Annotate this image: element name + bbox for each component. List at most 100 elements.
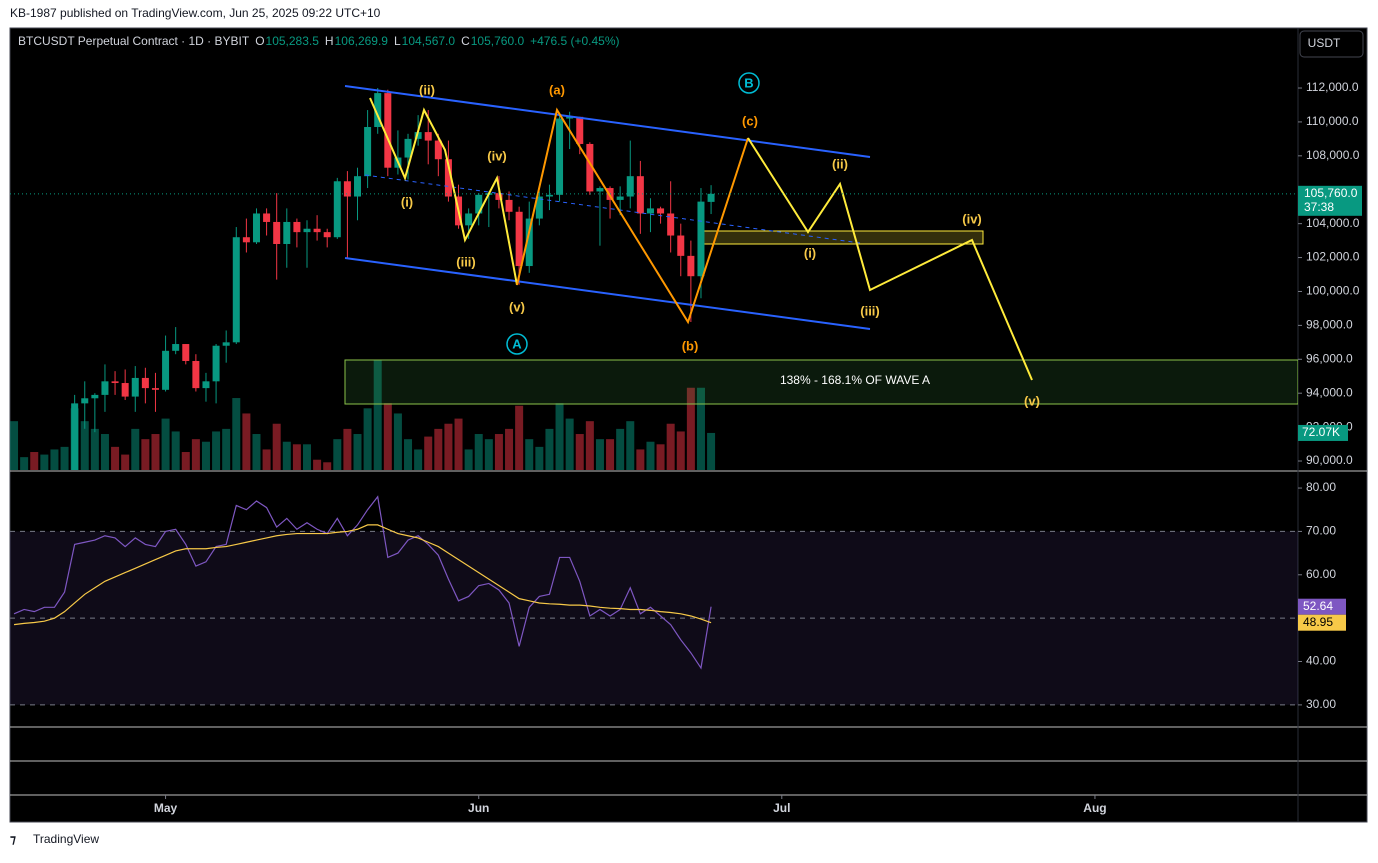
candle-body	[222, 342, 230, 346]
candle-body	[121, 383, 129, 397]
wave-label: (iv)	[962, 211, 982, 226]
legend: BTCUSDT Perpetual Contract · 1D · BYBIT …	[18, 34, 620, 48]
volume-bar	[171, 431, 180, 470]
wave-path	[516, 107, 749, 325]
volume-bar	[100, 434, 109, 470]
volume-bar	[90, 428, 99, 470]
price-tick-label: 110,000.0	[1306, 114, 1359, 128]
volume-bar	[111, 446, 120, 470]
volume-bar	[222, 428, 231, 470]
volume-bar	[404, 439, 413, 470]
candle-body	[162, 350, 170, 390]
volume-bar	[646, 441, 655, 470]
volume-label: 72.07K	[1302, 425, 1340, 439]
volume-bar	[232, 398, 241, 470]
time-tick-label: Jun	[468, 801, 489, 815]
volume-bar	[50, 449, 59, 470]
price-tick-label: 102,000.0	[1306, 250, 1360, 264]
candle-body	[525, 218, 533, 267]
wave-label: (iv)	[487, 148, 507, 163]
wave-label: (c)	[742, 113, 758, 128]
volume-bar	[494, 434, 503, 470]
publisher: KB-1987 published on TradingView.com, Ju…	[10, 6, 381, 20]
candle-body	[586, 143, 594, 192]
volume-bar	[656, 444, 665, 470]
volume-bar	[616, 428, 625, 470]
candle-body	[444, 159, 452, 197]
brand: ⁊ TradingView	[10, 832, 99, 846]
time-tick-label: Jul	[773, 801, 790, 815]
rsi-tick-label: 40.00	[1306, 654, 1336, 668]
candle-body	[182, 344, 190, 361]
legend-value: 104,567.0	[402, 34, 456, 48]
candle-body	[414, 132, 422, 139]
currency[interactable]: USDT	[1308, 36, 1341, 50]
candle-body	[626, 176, 634, 197]
brand-logo: ⁊	[10, 832, 16, 846]
legend-value: 105,283.5	[266, 34, 320, 48]
candle-body	[131, 377, 139, 397]
candle-body	[101, 381, 109, 395]
wave-label: (ii)	[419, 82, 435, 97]
volume-bar	[474, 434, 483, 470]
volume-bar	[343, 428, 352, 470]
candle-body	[545, 194, 553, 197]
candle-body	[515, 211, 523, 267]
rsi-value-tag	[1298, 598, 1346, 615]
volume-bar	[353, 434, 362, 470]
last-price-tag	[1298, 185, 1362, 216]
candle-body	[677, 235, 685, 256]
candle-body	[404, 138, 412, 158]
volume-bar	[565, 418, 574, 470]
countdown: 37:38	[1304, 200, 1334, 214]
brand-name: TradingView	[33, 832, 99, 846]
volume-bar	[686, 387, 695, 470]
volume-bar	[80, 421, 89, 470]
candle-body	[293, 221, 301, 233]
volume-bar	[181, 452, 190, 470]
wave-label: (b)	[682, 338, 699, 353]
candle-body	[424, 132, 432, 141]
wave-iv-zone	[698, 230, 984, 245]
volume-bar	[141, 439, 150, 470]
candle-body	[697, 201, 705, 277]
wave-label: (i)	[401, 194, 413, 209]
rsi-pane	[10, 495, 1298, 706]
candle-body	[556, 118, 564, 195]
volume-bar	[272, 423, 281, 470]
wave-label: (v)	[509, 299, 525, 314]
volume-bar	[60, 446, 69, 470]
wave-path	[369, 97, 518, 286]
candle-body	[616, 196, 624, 200]
price-tick-label: 104,000.0	[1306, 216, 1360, 230]
candle-body	[263, 213, 271, 222]
price-tick-label: 108,000.0	[1306, 148, 1360, 162]
rsi-tick-label: 60.00	[1306, 567, 1336, 581]
volume-bar	[252, 434, 261, 470]
legend-key: C	[461, 34, 470, 48]
legend-key: H	[325, 34, 334, 48]
rsi-value-tag	[1298, 614, 1346, 631]
candle-body	[364, 127, 372, 177]
wave-circle	[506, 333, 528, 355]
volume-bar	[302, 444, 311, 470]
zone-label: 138% - 168.1% OF WAVE A	[780, 373, 930, 387]
projection-path	[747, 137, 1033, 381]
volume-bar	[201, 441, 210, 470]
currency-button[interactable]	[1299, 30, 1364, 58]
candle-body	[434, 140, 442, 160]
candle-body	[252, 213, 260, 243]
volume-bar	[666, 423, 675, 470]
candle-body	[576, 116, 584, 144]
candle-body	[566, 116, 574, 119]
time-tick-label: Aug	[1083, 801, 1106, 815]
volume-bar	[10, 421, 19, 470]
candle-body	[273, 221, 281, 244]
candle-body	[192, 360, 200, 389]
volume-bar	[575, 434, 584, 470]
volume-bar	[515, 405, 524, 470]
volume-bar	[30, 452, 39, 470]
candle-body	[535, 196, 543, 219]
candle-body	[81, 398, 89, 404]
